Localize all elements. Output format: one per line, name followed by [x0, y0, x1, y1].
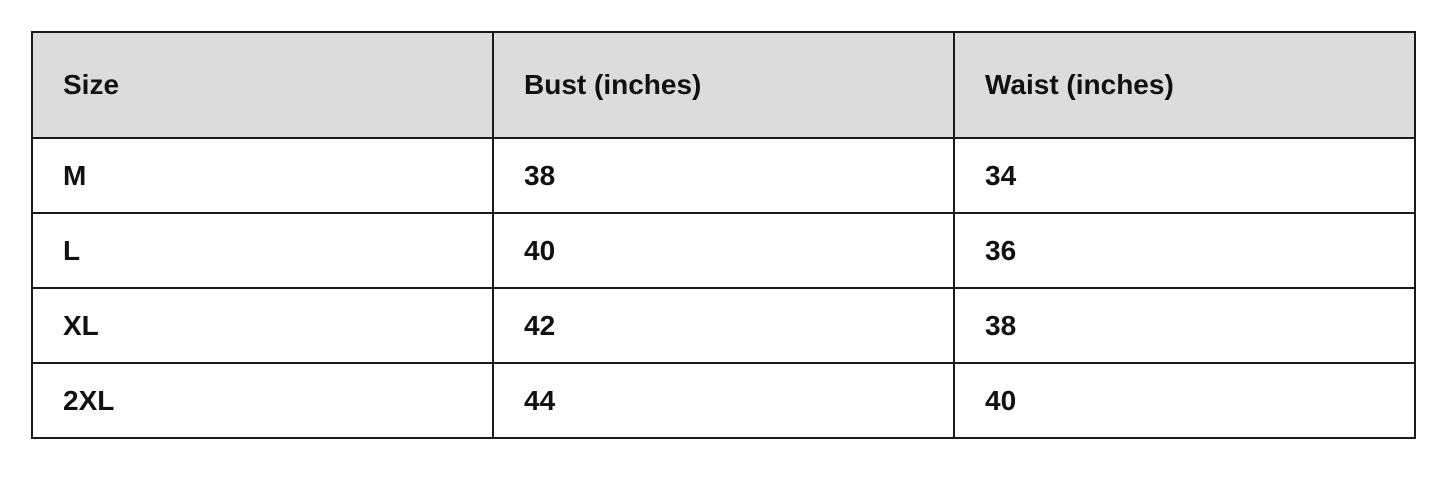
- cell-bust: 40: [492, 212, 955, 289]
- cell-waist: 34: [953, 137, 1416, 214]
- cell-bust: 42: [492, 287, 955, 364]
- size-chart-table: Size Bust (inches) Waist (inches) M 38 3…: [31, 31, 1416, 439]
- cell-bust: 38: [492, 137, 955, 214]
- cell-waist: 36: [953, 212, 1416, 289]
- cell-waist: 40: [953, 362, 1416, 439]
- cell-size: L: [31, 212, 494, 289]
- cell-size: M: [31, 137, 494, 214]
- header-waist: Waist (inches): [953, 31, 1416, 139]
- table-row: XL 42 38: [31, 287, 1416, 364]
- header-bust: Bust (inches): [492, 31, 955, 139]
- cell-size: XL: [31, 287, 494, 364]
- table-row: L 40 36: [31, 212, 1416, 289]
- header-size: Size: [31, 31, 494, 139]
- table-row: 2XL 44 40: [31, 362, 1416, 439]
- cell-bust: 44: [492, 362, 955, 439]
- header-row: Size Bust (inches) Waist (inches): [31, 31, 1416, 139]
- cell-size: 2XL: [31, 362, 494, 439]
- cell-waist: 38: [953, 287, 1416, 364]
- table-row: M 38 34: [31, 137, 1416, 214]
